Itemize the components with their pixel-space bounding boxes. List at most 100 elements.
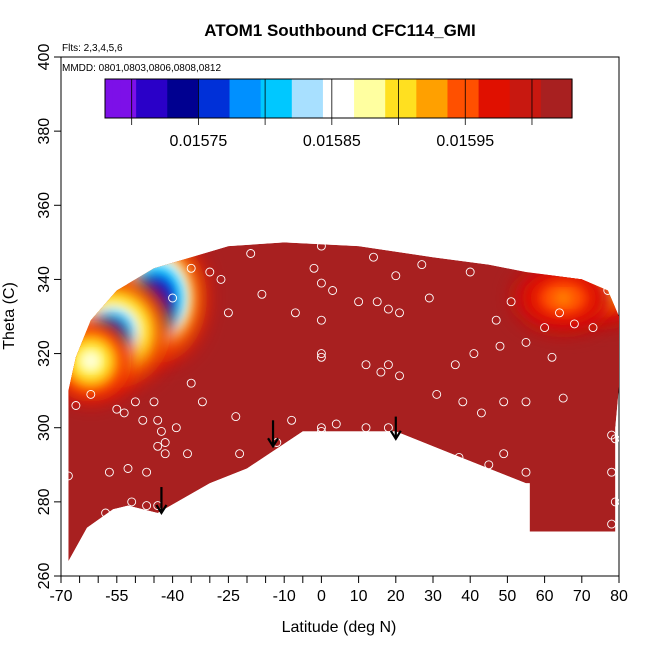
colorbar-cell (521, 79, 526, 118)
x-tick-label: 20 (387, 588, 405, 605)
sample-point (432, 389, 442, 399)
sample-point (521, 397, 531, 407)
sample-point (607, 519, 617, 529)
y-axis: 260 280 300 320 340 360 380 400 (36, 44, 62, 590)
colorbar-cell (315, 79, 320, 118)
x-tick-label: 60 (536, 588, 554, 605)
colorbar-cell (334, 79, 340, 118)
sample-point (521, 337, 531, 347)
sample-point (160, 438, 170, 447)
colorbar-cell (280, 79, 285, 118)
sample-point (476, 408, 486, 418)
sample-point (63, 471, 73, 481)
x-tick-label: 70 (573, 588, 591, 605)
sample-point (484, 460, 494, 470)
sample-point (101, 508, 111, 518)
colorbar-cell (381, 79, 386, 118)
colorbar-cell (513, 79, 519, 118)
sample-point (216, 274, 226, 284)
x-axis: -70 -55 -40 -25 -10 0 10 20 30 40 50 60 70 80 (49, 575, 628, 605)
sample-point (71, 401, 81, 410)
colorbar-cell (474, 79, 480, 118)
colorbar-cell (455, 79, 460, 118)
sample-point (499, 397, 509, 407)
tropopause-arrow (267, 420, 279, 449)
y-tick-label: 260 (36, 563, 53, 590)
colorbar-cell (299, 79, 305, 118)
low-anomaly-2 (68, 320, 132, 402)
sample-point (361, 360, 371, 370)
y-tick-label: 300 (36, 414, 53, 441)
tropopause-arrow (389, 416, 402, 441)
colorbar-tick-label: 0.01575 (169, 133, 227, 150)
colorbar-cell (206, 79, 211, 118)
sample-point (450, 360, 460, 370)
colorbar-cell (186, 79, 192, 118)
colorbar-cell (451, 79, 456, 118)
colorbar-cell (116, 79, 122, 118)
sample-point (469, 349, 479, 359)
y-tick-label: 400 (36, 44, 53, 71)
sample-point (223, 308, 233, 318)
colorbar-cell (389, 79, 394, 118)
colorbar-cell (248, 79, 254, 118)
colorbar-cell (276, 79, 281, 118)
sample-point (395, 371, 404, 381)
colorbar-cell (147, 79, 153, 118)
x-tick-label: -70 (49, 588, 72, 605)
sample-point (383, 360, 393, 370)
sample-point (607, 467, 617, 477)
colorbar-cell (392, 79, 398, 118)
colorbar-cell (128, 79, 133, 118)
colorbar-cell (486, 79, 491, 118)
colorbar-cell (155, 79, 161, 118)
low-anomaly-4 (514, 265, 613, 331)
colorbar-cell (171, 79, 176, 118)
colorbar-cell (482, 79, 487, 118)
sample-point (610, 434, 619, 444)
sample-point (127, 497, 137, 507)
colorbar-cell (268, 79, 273, 118)
colorbar-cell (217, 79, 223, 118)
colorbar-cell (552, 79, 558, 118)
sample-point (316, 278, 326, 288)
sample-point (328, 286, 338, 295)
y-tick-label: 280 (36, 488, 53, 515)
sample-point (316, 426, 326, 436)
sample-point (558, 393, 568, 403)
colorbar-cell (322, 79, 328, 118)
colorbar-cell (163, 79, 168, 118)
sample-point (186, 378, 196, 388)
sample-point (309, 263, 319, 273)
sample-point (246, 249, 256, 258)
colorbar-cell (396, 79, 402, 118)
colorbar-cell (225, 79, 231, 118)
colorbar-cell (533, 79, 538, 118)
arrow-head (389, 430, 402, 441)
colorbar-tick-label: 0.01585 (303, 133, 361, 150)
sample-point (205, 267, 215, 277)
colorbar-cell (373, 79, 379, 118)
x-axis-label: Latitude (deg N) (282, 619, 397, 636)
colorbar-cell (330, 79, 336, 118)
colorbar-cell (447, 79, 452, 118)
colorbar-cell (198, 79, 203, 118)
colorbar-cell (494, 79, 499, 118)
colorbar-cell (404, 79, 410, 118)
colorbar-cell (517, 79, 523, 118)
colorbar-cell (568, 79, 573, 118)
sample-point (521, 467, 531, 477)
sample-point (186, 263, 196, 273)
colorbar-cell (354, 79, 359, 118)
sample-point (316, 349, 326, 359)
sample-point (588, 323, 598, 333)
colorbar-cell (178, 79, 184, 118)
arrow-head (267, 437, 279, 449)
colorbar-cell (435, 79, 441, 118)
colorbar-cell (377, 79, 382, 118)
sample-point (153, 441, 163, 451)
sample-point (331, 419, 341, 429)
colorbar-frame (104, 78, 573, 119)
sample-point (142, 501, 152, 511)
flights-note: Flts: 2,3,4,5,6 (62, 43, 123, 54)
